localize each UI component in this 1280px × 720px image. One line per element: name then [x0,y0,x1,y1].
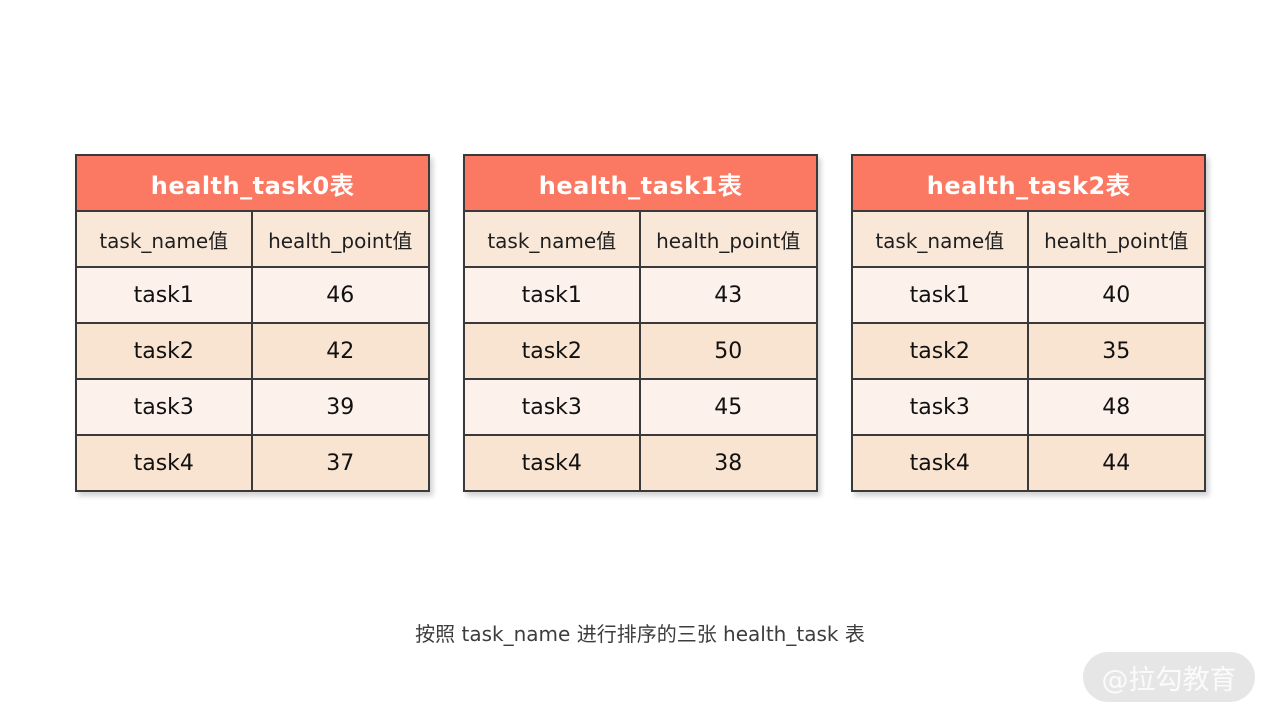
table-row: task1 40 [853,266,1204,322]
table-header-row: task_name值 health_point值 [853,210,1204,266]
table-row: task3 39 [77,378,428,434]
column-header-task-name: task_name值 [853,212,1029,266]
table-row: task4 37 [77,434,428,490]
table-row: task2 42 [77,322,428,378]
health-point-cell: 50 [640,324,816,378]
watermark-badge: @拉勾教育 [1083,652,1255,702]
table-title: health_task2表 [853,156,1204,210]
task-name-cell: task4 [853,436,1029,490]
task-name-cell: task4 [465,436,641,490]
table-row: task3 45 [465,378,816,434]
task-name-cell: task2 [465,324,641,378]
task-name-cell: task4 [77,436,253,490]
column-header-task-name: task_name值 [77,212,253,266]
health-point-cell: 35 [1028,324,1204,378]
task-name-cell: task2 [77,324,253,378]
figure-caption: 按照 task_name 进行排序的三张 health_task 表 [415,622,865,646]
task-name-cell: task1 [853,268,1029,322]
health-point-cell: 38 [640,436,816,490]
health-point-cell: 45 [640,380,816,434]
table-health-task1: health_task1表 task_name值 health_point值 t… [463,154,818,492]
task-name-cell: task2 [853,324,1029,378]
table-header-row: task_name值 health_point值 [77,210,428,266]
task-name-cell: task1 [465,268,641,322]
health-point-cell: 40 [1028,268,1204,322]
table-row: task1 43 [465,266,816,322]
table-health-task2: health_task2表 task_name值 health_point值 t… [851,154,1206,492]
table-row: task1 46 [77,266,428,322]
task-name-cell: task3 [853,380,1029,434]
column-header-task-name: task_name值 [465,212,641,266]
health-point-cell: 48 [1028,380,1204,434]
health-point-cell: 37 [252,436,428,490]
health-point-cell: 44 [1028,436,1204,490]
table-row: task4 38 [465,434,816,490]
health-point-cell: 46 [252,268,428,322]
tables-container: health_task0表 task_name值 health_point值 t… [75,154,1206,492]
table-title: health_task0表 [77,156,428,210]
table-title: health_task1表 [465,156,816,210]
task-name-cell: task3 [77,380,253,434]
table-health-task0: health_task0表 task_name值 health_point值 t… [75,154,430,492]
task-name-cell: task1 [77,268,253,322]
column-header-health-point: health_point值 [252,212,428,266]
health-point-cell: 39 [252,380,428,434]
task-name-cell: task3 [465,380,641,434]
health-point-cell: 42 [252,324,428,378]
health-point-cell: 43 [640,268,816,322]
table-row: task4 44 [853,434,1204,490]
column-header-health-point: health_point值 [1028,212,1204,266]
table-row: task2 50 [465,322,816,378]
table-row: task3 48 [853,378,1204,434]
table-header-row: task_name值 health_point值 [465,210,816,266]
table-row: task2 35 [853,322,1204,378]
column-header-health-point: health_point值 [640,212,816,266]
